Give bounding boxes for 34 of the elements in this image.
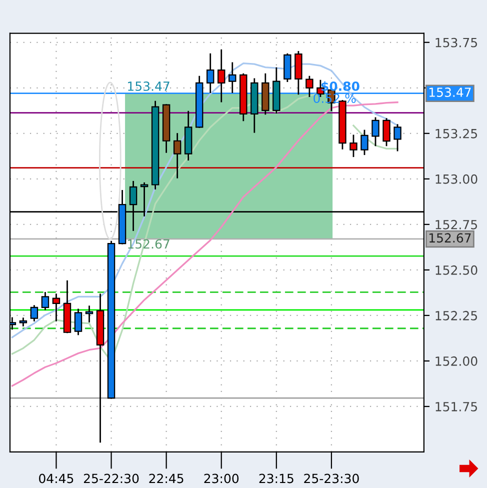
annotation: $0.80 [321, 81, 360, 93]
x-tick-label: 25-22:30 [84, 474, 139, 484]
candlestick [382, 118, 390, 146]
y-tick-label: 151.75 [436, 402, 477, 412]
candlestick [350, 134, 358, 158]
candlestick [228, 62, 236, 93]
y-tick-label: 152.25 [436, 310, 477, 320]
candlestick [360, 130, 368, 156]
candlestick [372, 117, 380, 146]
candlestick [19, 318, 28, 326]
candlestick [394, 124, 402, 152]
candlestick [306, 76, 314, 97]
y-tick-label: 152.75 [436, 220, 477, 230]
candlestick [41, 292, 50, 310]
x-tick-label: 04:45 [39, 474, 74, 484]
y-tick-label: 153.00 [436, 174, 478, 184]
annotation: 153.47 [128, 81, 170, 91]
candlestick [206, 53, 214, 93]
x-tick-label: 23:00 [204, 474, 239, 484]
candlestick [52, 294, 60, 322]
x-tick-label: 23:15 [259, 474, 294, 484]
y-tick-label: 153.75 [436, 38, 477, 48]
candlestick [30, 305, 38, 322]
ref-line-label: 153.47 [429, 88, 471, 97]
candlestick [74, 308, 82, 336]
candlestick [218, 49, 226, 102]
candlestick [173, 133, 182, 178]
ref-line-label: 152.67 [429, 233, 471, 243]
y-tick-label: 152.00 [436, 356, 478, 366]
annotation: 152.67 [128, 239, 170, 249]
y-tick-label: 152.50 [436, 265, 478, 275]
x-tick-label: 25-23:30 [304, 474, 359, 484]
x-tick-label: 22:45 [149, 474, 184, 484]
y-tick-label: 153.25 [436, 128, 477, 138]
